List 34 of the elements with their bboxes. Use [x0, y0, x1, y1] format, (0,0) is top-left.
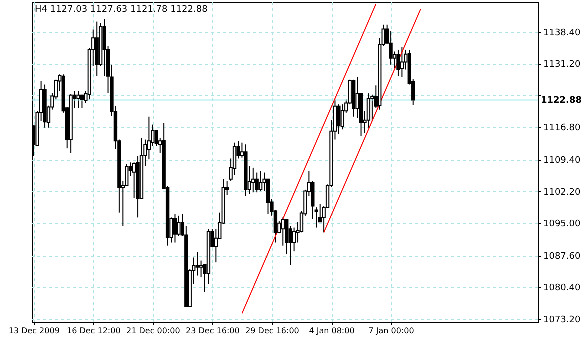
y-tick-label: 1138.40 [544, 28, 581, 38]
y-tick-label: 1109.40 [544, 156, 581, 166]
candlestick [199, 260, 204, 278]
candlestick [196, 252, 200, 276]
ref-line-label: 1122.88 [541, 96, 582, 106]
x-tick-label: 21 Dec 00:00 [126, 326, 180, 336]
x-tick-label: 23 Dec 16:00 [186, 326, 240, 336]
y-tick-label: 1095.00 [544, 219, 581, 230]
x-tick-label: 4 Jan 08:00 [309, 326, 355, 336]
x-tick-label: 13 Dec 2009 [8, 326, 60, 336]
candlestick [76, 90, 80, 109]
candlestick [177, 215, 181, 237]
y-tick-label: 1102.20 [544, 188, 581, 198]
x-tick-label: 16 Dec 12:00 [66, 326, 121, 336]
candlestick [132, 162, 136, 199]
candlestick [252, 167, 256, 194]
x-tick-label: 29 Dec 16:00 [246, 326, 300, 336]
candlestick [80, 94, 84, 109]
y-tick-label: 1087.60 [544, 252, 581, 262]
y-tick-label: 1116.80 [544, 124, 581, 134]
candlestick [340, 104, 345, 130]
candlestick [389, 30, 393, 66]
y-tick-label: 1080.40 [544, 284, 581, 294]
candlestick [173, 214, 178, 244]
candlestick [400, 46, 404, 78]
candlestick [396, 49, 400, 77]
candlestick [337, 104, 341, 135]
y-tick-label: 1073.20 [544, 315, 581, 326]
candlestick [281, 217, 285, 246]
candlestick [258, 170, 263, 192]
candlestick [255, 172, 259, 194]
x-tick-label: 7 Jan 00:00 [368, 326, 414, 336]
y-tick-label: 1131.20 [544, 60, 581, 70]
chart-title: H4 1127.03 1127.63 1121.78 1122.88 [35, 5, 208, 15]
